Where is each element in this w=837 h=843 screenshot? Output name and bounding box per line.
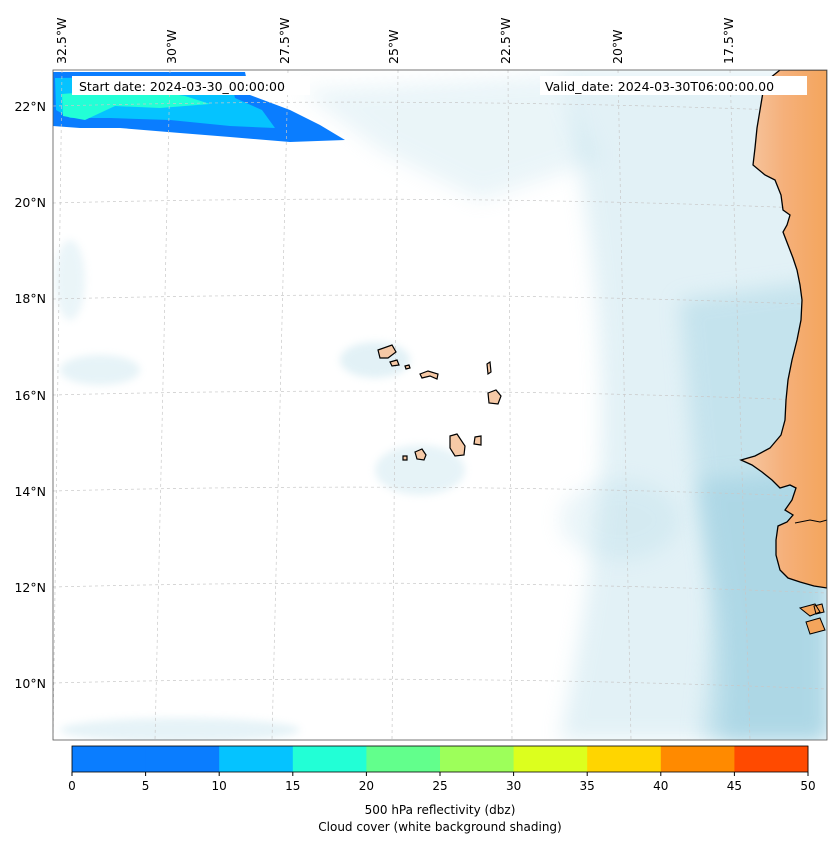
colorbar-segment <box>440 746 515 772</box>
map-area <box>53 70 827 740</box>
africa-islands-south <box>798 603 826 635</box>
island-santiago <box>449 433 466 457</box>
colorbar-segment <box>219 746 294 772</box>
lat-label: 10°N <box>14 676 46 691</box>
lon-label: 17.5°W <box>721 18 736 64</box>
longitude-labels: 32.5°W 30°W 27.5°W 25°W 22.5°W 20°W 17.5… <box>54 18 736 64</box>
island-boa-vista <box>487 389 502 405</box>
start-date-box: Start date: 2024-03-30_00:00:00 <box>72 76 310 95</box>
lon-label: 32.5°W <box>54 18 69 64</box>
graticule <box>53 70 827 740</box>
africa-coastline <box>739 70 827 589</box>
latitude-labels: 22°N 20°N 18°N 16°N 14°N 12°N 10°N <box>14 99 46 691</box>
lat-label: 18°N <box>14 291 46 306</box>
colorbar-label-line2: Cloud cover (white background shading) <box>318 820 561 834</box>
colorbar-segment <box>72 746 147 772</box>
lon-label: 20°W <box>610 29 625 64</box>
lon-label: 27.5°W <box>277 18 292 64</box>
colorbar-segment <box>734 746 809 772</box>
colorbar-tick-label: 5 <box>142 779 150 793</box>
map-border <box>52 69 828 741</box>
lon-label: 25°W <box>386 29 401 64</box>
colorbar-tick-label: 25 <box>432 779 447 793</box>
cape-verde-islands <box>377 344 502 461</box>
colorbar-tick-label: 40 <box>653 779 668 793</box>
island-santa-luzia <box>404 364 411 370</box>
valid-date-box: Valid_date: 2024-03-30T06:00:00.00 <box>540 76 807 95</box>
colorbar-segment <box>587 746 662 772</box>
start-date-label: Start date: 2024-03-30_00:00:00 <box>79 79 285 94</box>
colorbar-segment <box>145 746 220 772</box>
lat-label: 16°N <box>14 388 46 403</box>
colorbar-segment <box>513 746 588 772</box>
island-sao-vicente <box>389 359 400 367</box>
lat-label: 22°N <box>14 99 46 114</box>
island-sao-nicolau <box>419 370 439 380</box>
lon-label: 22.5°W <box>498 18 513 64</box>
colorbar: 0 5 10 15 20 25 30 35 40 45 50 <box>68 745 816 793</box>
colorbar-tick-label: 10 <box>212 779 227 793</box>
island-sal <box>486 360 492 376</box>
colorbar-tick-label: 30 <box>506 779 521 793</box>
colorbar-segment <box>292 746 367 772</box>
island-fogo <box>414 448 427 461</box>
island-santo-antao <box>377 344 397 359</box>
colorbar-tick-label: 50 <box>800 779 815 793</box>
colorbar-segment <box>366 746 441 772</box>
colorbar-segment <box>660 746 735 772</box>
valid-date-label: Valid_date: 2024-03-30T06:00:00.00 <box>545 79 774 94</box>
colorbar-tick-label: 0 <box>68 779 76 793</box>
lat-label: 12°N <box>14 580 46 595</box>
colorbar-tick-label: 45 <box>727 779 742 793</box>
colorbar-label-line1: 500 hPa reflectivity (dbz) <box>365 803 516 817</box>
coast-inlet <box>794 519 827 524</box>
colorbar-tick-label: 35 <box>580 779 595 793</box>
lon-label: 30°W <box>164 29 179 64</box>
colorbar-tick-label: 15 <box>285 779 300 793</box>
island-brava <box>402 455 408 461</box>
lat-label: 20°N <box>14 195 46 210</box>
lat-label: 14°N <box>14 484 46 499</box>
island-maio <box>473 435 482 446</box>
colorbar-tick-label: 20 <box>359 779 374 793</box>
